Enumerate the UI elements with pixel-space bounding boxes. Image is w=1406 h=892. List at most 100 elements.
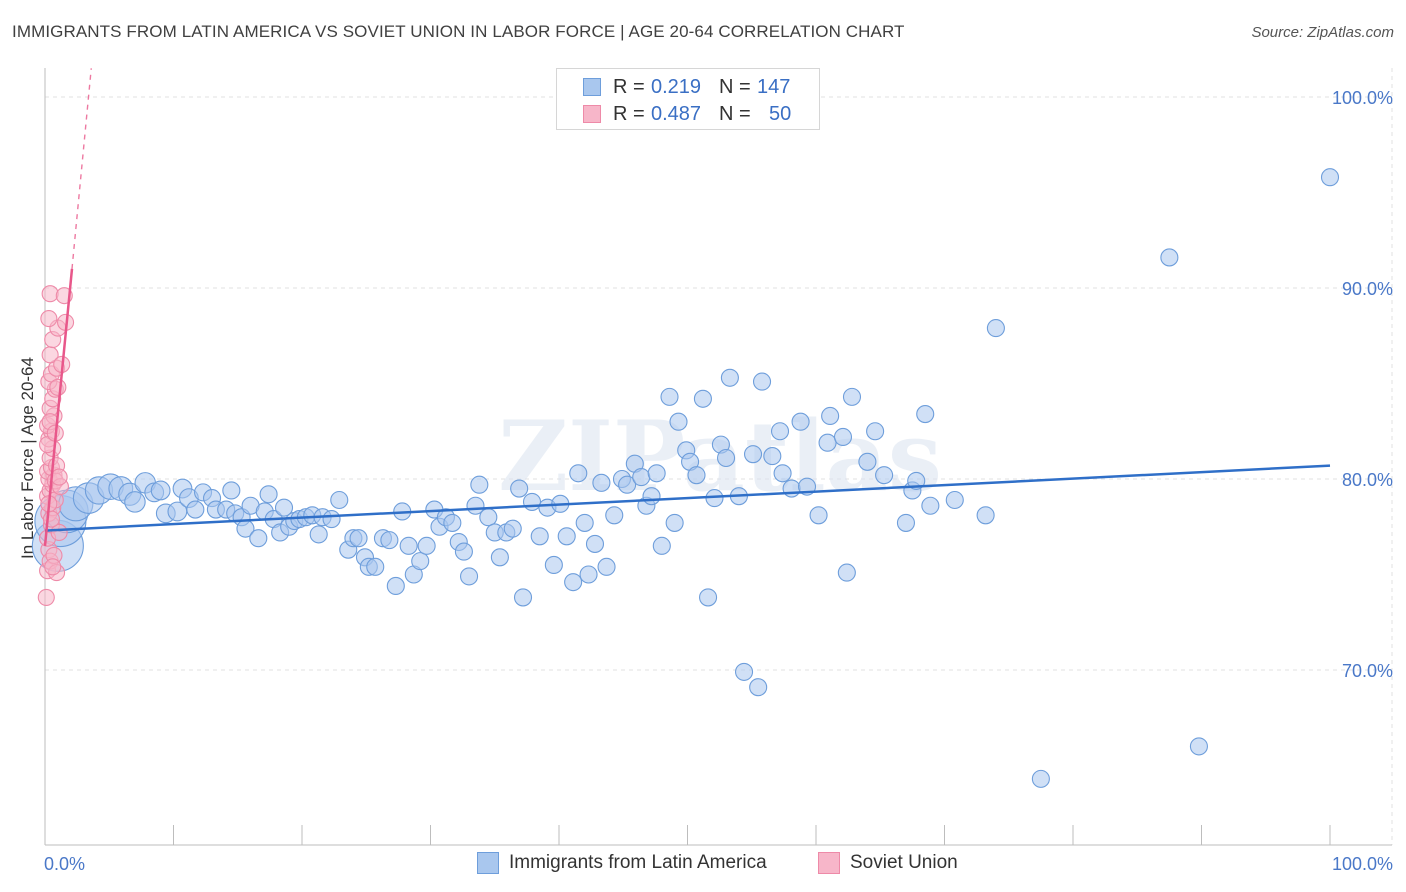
data-point-latin-america bbox=[734, 662, 754, 681]
legend-r-label: R = bbox=[613, 102, 645, 125]
data-point-latin-america bbox=[752, 372, 772, 391]
data-point-latin-america bbox=[720, 368, 739, 387]
data-point-latin-america bbox=[399, 536, 418, 555]
data-point-latin-america bbox=[773, 464, 792, 483]
data-point-latin-america bbox=[454, 542, 473, 561]
legend-n-value: 50 bbox=[769, 102, 792, 125]
data-point-latin-america bbox=[479, 508, 498, 527]
data-point-latin-america bbox=[1160, 248, 1179, 267]
data-point-soviet-union bbox=[44, 558, 62, 576]
data-point-latin-america bbox=[986, 319, 1005, 338]
bottom-legend-label-soviet: Soviet Union bbox=[850, 852, 958, 873]
data-point-latin-america bbox=[618, 475, 637, 494]
data-point-latin-america bbox=[366, 557, 385, 576]
data-point-latin-america bbox=[222, 481, 241, 500]
data-point-latin-america bbox=[592, 473, 611, 492]
data-point-latin-america bbox=[569, 464, 588, 483]
data-point-latin-america bbox=[274, 498, 294, 517]
data-point-latin-america bbox=[1320, 168, 1340, 187]
data-point-latin-america bbox=[833, 427, 853, 447]
data-point-latin-america bbox=[322, 510, 341, 529]
data-point-latin-america bbox=[544, 555, 563, 575]
data-point-latin-america bbox=[642, 487, 661, 506]
source-label: Source: ZipAtlas.com bbox=[1251, 24, 1394, 41]
y-tick-label: 90.0% bbox=[1342, 279, 1393, 299]
data-point-latin-america bbox=[443, 513, 462, 532]
data-point-latin-america bbox=[530, 527, 549, 546]
legend-r-value: 0.219 bbox=[651, 75, 702, 98]
data-point-latin-america bbox=[842, 387, 862, 406]
bottom-legend-swatch-latin bbox=[477, 852, 499, 874]
legend-n-label: N = bbox=[719, 102, 751, 125]
legend-r-label: R = bbox=[613, 75, 645, 98]
data-point-soviet-union bbox=[37, 588, 55, 606]
bottom-legend-latin: Immigrants from Latin America bbox=[477, 852, 767, 874]
data-point-latin-america bbox=[417, 536, 436, 555]
data-point-latin-america bbox=[669, 412, 688, 431]
data-point-latin-america bbox=[522, 492, 542, 511]
data-point-latin-america bbox=[309, 525, 328, 544]
y-tick-label: 100.0% bbox=[1332, 88, 1393, 108]
data-point-latin-america bbox=[763, 447, 782, 466]
legend-swatch-latin bbox=[583, 78, 601, 96]
x-tick-label: 0.0% bbox=[44, 854, 85, 874]
data-point-latin-america bbox=[809, 506, 828, 525]
data-point-latin-america bbox=[186, 500, 205, 519]
data-point-latin-america bbox=[716, 448, 736, 468]
bottom-legend-label-latin: Immigrants from Latin America bbox=[509, 852, 767, 873]
data-point-latin-america bbox=[652, 536, 671, 555]
trend-lines bbox=[43, 68, 1331, 546]
data-point-latin-america bbox=[660, 387, 679, 406]
legend-n-value: 147 bbox=[757, 75, 791, 98]
data-point-latin-america bbox=[699, 588, 718, 607]
data-point-latin-america bbox=[513, 588, 533, 607]
data-point-latin-america bbox=[349, 529, 368, 548]
tick-labels: 100.0% 90.0% 80.0% 70.0% 0.0% 100.0% bbox=[44, 88, 1393, 874]
legend-r-value: 0.487 bbox=[651, 102, 702, 125]
data-point-latin-america bbox=[749, 678, 768, 697]
bottom-legend-soviet: Soviet Union bbox=[818, 852, 958, 874]
data-point-latin-america bbox=[585, 534, 605, 553]
y-tick-label: 80.0% bbox=[1342, 470, 1393, 490]
legend-swatch-soviet bbox=[583, 105, 601, 123]
data-point-latin-america bbox=[249, 529, 268, 548]
y-tick-label: 70.0% bbox=[1342, 661, 1393, 681]
chart-title: IMMIGRANTS FROM LATIN AMERICA VS SOVIET … bbox=[12, 22, 905, 41]
data-point-latin-america bbox=[503, 519, 522, 538]
legend-row-latin: R = 0.219 N = 147 bbox=[583, 75, 790, 99]
data-point-soviet-union bbox=[41, 285, 59, 303]
data-point-soviet-union bbox=[40, 310, 58, 328]
trend-line-soviet-union-extension bbox=[71, 68, 92, 269]
stats-legend: R = 0.219 N = 147 R = 0.487 N = 50 bbox=[556, 68, 820, 130]
bottom-legend-swatch-soviet bbox=[818, 852, 840, 874]
data-point-latin-america bbox=[866, 422, 885, 441]
data-point-latin-america bbox=[743, 445, 763, 464]
data-point-latin-america bbox=[411, 552, 430, 571]
data-point-latin-america bbox=[259, 485, 278, 504]
data-point-soviet-union bbox=[50, 468, 68, 486]
data-point-latin-america bbox=[490, 548, 509, 567]
legend-row-soviet: R = 0.487 N = 50 bbox=[583, 102, 791, 126]
trend-line-latin-america bbox=[44, 464, 1331, 532]
data-point-latin-america bbox=[579, 565, 598, 584]
data-point-latin-america bbox=[124, 491, 146, 513]
data-point-latin-america bbox=[1031, 769, 1050, 788]
data-point-latin-america bbox=[150, 480, 171, 501]
data-point-latin-america bbox=[976, 506, 995, 525]
data-point-latin-america bbox=[837, 563, 856, 582]
data-point-latin-america bbox=[821, 406, 840, 426]
data-point-latin-america bbox=[875, 466, 894, 485]
data-point-soviet-union bbox=[49, 378, 67, 396]
data-point-latin-america bbox=[557, 527, 576, 546]
data-point-latin-america bbox=[605, 506, 624, 525]
data-point-latin-america bbox=[858, 452, 877, 471]
data-point-latin-america bbox=[921, 496, 940, 515]
x-tick-label: 100.0% bbox=[1332, 854, 1393, 874]
data-point-latin-america bbox=[647, 464, 666, 483]
data-point-latin-america bbox=[564, 573, 583, 592]
data-point-latin-america bbox=[945, 490, 964, 510]
data-point-latin-america bbox=[597, 557, 616, 576]
data-point-latin-america bbox=[693, 389, 712, 408]
data-point-latin-america bbox=[665, 513, 684, 532]
